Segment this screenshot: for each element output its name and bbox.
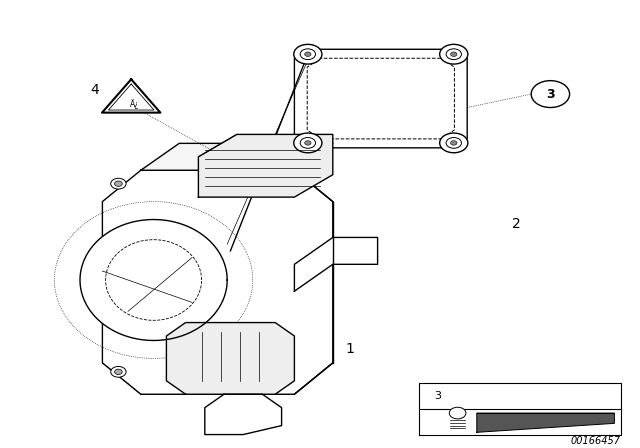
Text: 3: 3 xyxy=(434,391,441,401)
Polygon shape xyxy=(294,49,467,148)
Polygon shape xyxy=(141,143,333,170)
Text: 00166457: 00166457 xyxy=(571,436,621,446)
Circle shape xyxy=(449,407,466,419)
Circle shape xyxy=(440,44,468,64)
Circle shape xyxy=(305,52,311,56)
Circle shape xyxy=(451,52,457,56)
Polygon shape xyxy=(102,170,333,394)
Circle shape xyxy=(111,178,126,189)
Polygon shape xyxy=(205,394,282,435)
Circle shape xyxy=(300,49,316,60)
Polygon shape xyxy=(294,237,378,291)
Circle shape xyxy=(111,366,126,377)
Polygon shape xyxy=(102,79,161,112)
Polygon shape xyxy=(80,220,227,340)
Text: 2: 2 xyxy=(512,217,521,231)
Circle shape xyxy=(294,133,322,153)
Polygon shape xyxy=(477,413,614,432)
Circle shape xyxy=(446,49,461,60)
Circle shape xyxy=(531,81,570,108)
Circle shape xyxy=(305,141,311,145)
Polygon shape xyxy=(198,134,333,197)
Polygon shape xyxy=(166,323,294,394)
Circle shape xyxy=(446,138,461,148)
Circle shape xyxy=(451,141,457,145)
Text: 1: 1 xyxy=(346,342,355,357)
Circle shape xyxy=(115,181,122,186)
Circle shape xyxy=(294,44,322,64)
Text: Ä¿: Ä¿ xyxy=(130,99,139,109)
Text: 3: 3 xyxy=(546,87,555,101)
Circle shape xyxy=(115,369,122,375)
Circle shape xyxy=(440,133,468,153)
Text: 4: 4 xyxy=(90,82,99,97)
Circle shape xyxy=(300,138,316,148)
